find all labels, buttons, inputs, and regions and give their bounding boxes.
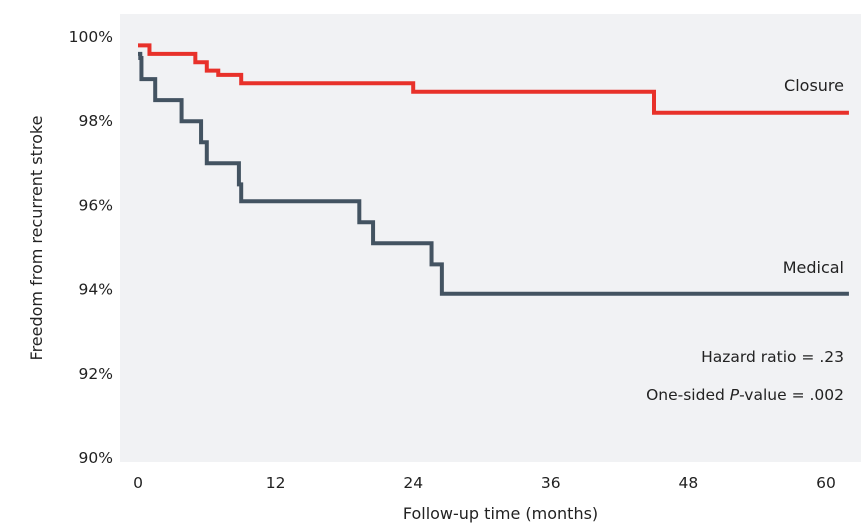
x-tick-label: 60 [816, 474, 836, 492]
x-tick-label: 48 [679, 474, 699, 492]
p-value-suffix: -value = .002 [739, 386, 844, 404]
p-value-italic-p: P [730, 386, 740, 404]
y-tick-label: 96% [79, 196, 113, 214]
series-label-medical: Medical [783, 258, 844, 277]
x-tick-label: 12 [266, 474, 286, 492]
y-axis-label: Freedom from recurrent stroke [27, 116, 46, 361]
hazard-ratio-annotation: Hazard ratio = .23 [701, 348, 844, 366]
series-layer [138, 43, 849, 296]
x-tick-label: 0 [133, 474, 143, 492]
y-tick-label: 98% [79, 112, 113, 130]
p-value-prefix: One-sided [646, 386, 730, 404]
plot-background [120, 14, 861, 462]
series-line-medical [138, 51, 849, 296]
y-axis-ticks: 90% 92% 94% 96% 98% 100% [69, 28, 113, 467]
x-axis-ticks: 0 12 24 36 48 60 [133, 474, 836, 492]
y-tick-label: 100% [69, 28, 113, 46]
x-tick-label: 36 [541, 474, 561, 492]
series-label-closure: Closure [784, 76, 844, 95]
y-tick-label: 92% [79, 365, 113, 383]
p-value-annotation: One-sided P-value = .002 [646, 386, 844, 404]
x-axis-label: Follow-up time (months) [403, 504, 598, 523]
x-tick-label: 24 [403, 474, 423, 492]
y-tick-label: 90% [79, 449, 113, 467]
series-line-closure [138, 43, 849, 115]
y-tick-label: 94% [79, 281, 113, 299]
